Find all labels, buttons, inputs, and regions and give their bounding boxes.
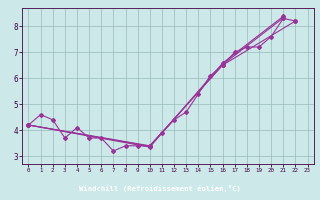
- Text: Windchill (Refroidissement éolien,°C): Windchill (Refroidissement éolien,°C): [79, 185, 241, 192]
